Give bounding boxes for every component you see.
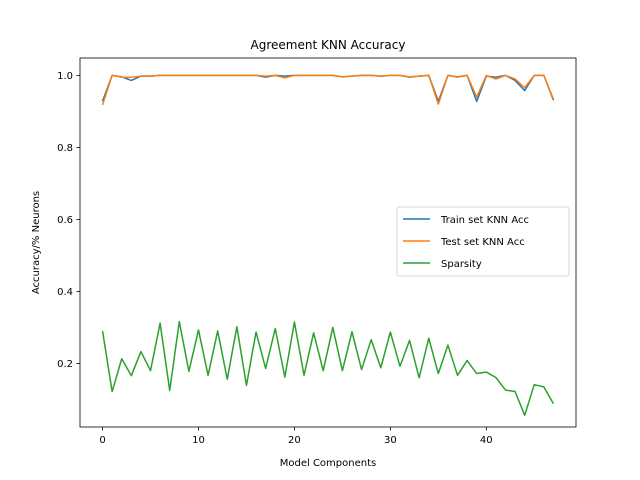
y-axis-ticks: 0.2 0.4 0.6 0.8 1.0 [57,71,80,370]
x-tick-label: 10 [192,435,205,446]
series-layer [101,74,555,417]
y-tick-label: 0.6 [57,215,73,226]
x-axis-ticks: 0 10 20 30 40 [99,427,493,446]
x-tick-label: 20 [288,435,301,446]
series-line-sparsity [101,320,555,417]
legend-label-test: Test set KNN Acc [440,237,525,248]
legend-label-train: Train set KNN Acc [440,215,529,226]
plot-frame [79,57,577,428]
x-tick-label: 0 [99,435,105,446]
legend: Train set KNN Acc Test set KNN Acc Spars… [396,206,570,277]
y-tick-label: 0.4 [57,287,73,298]
y-axis-label: Accuracy/% Neurons [31,191,42,294]
legend-frame [396,206,570,277]
series-line-test-set-knn-acc [101,74,555,106]
legend-label-sparsity: Sparsity [441,259,482,270]
x-tick-label: 30 [384,435,397,446]
x-axis-label: Model Components [280,458,376,469]
y-tick-label: 0.2 [57,359,73,370]
x-tick-label: 40 [480,435,493,446]
y-tick-label: 0.8 [57,143,73,154]
chart-title: Agreement KNN Accuracy [251,38,406,52]
y-tick-label: 1.0 [57,71,73,82]
